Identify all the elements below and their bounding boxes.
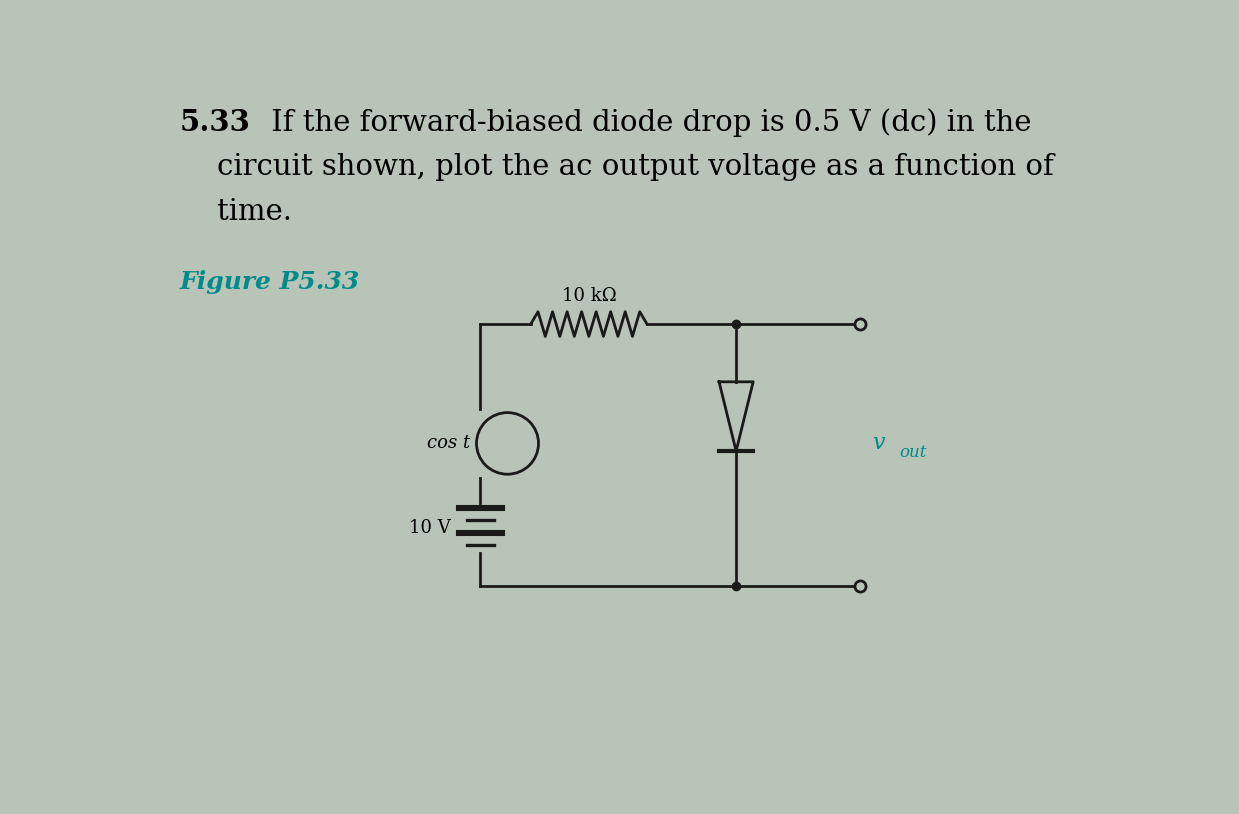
Text: Figure P5.33: Figure P5.33 <box>180 270 359 294</box>
Text: 10 V: 10 V <box>409 519 451 537</box>
Text: out: out <box>898 444 927 462</box>
Text: 10 kΩ: 10 kΩ <box>561 287 616 304</box>
Text: 5.33: 5.33 <box>180 108 250 138</box>
Text: time.: time. <box>180 198 291 225</box>
Text: circuit shown, plot the ac output voltage as a function of: circuit shown, plot the ac output voltag… <box>180 153 1053 182</box>
Text: If the forward-biased diode drop is 0.5 V (dc) in the: If the forward-biased diode drop is 0.5 … <box>261 108 1031 138</box>
Text: v: v <box>872 432 885 454</box>
Text: cos t: cos t <box>427 435 471 453</box>
